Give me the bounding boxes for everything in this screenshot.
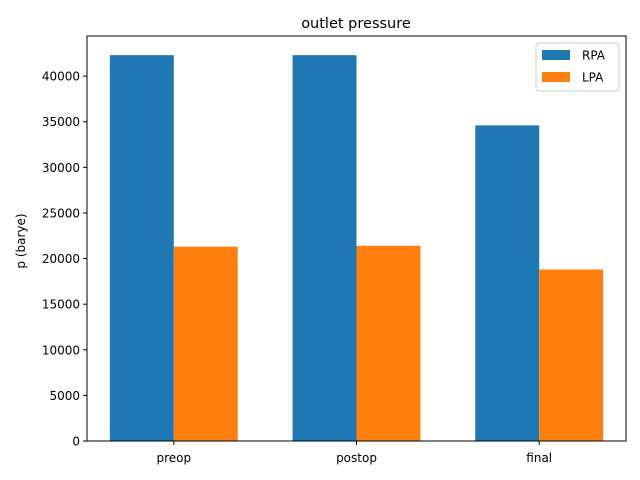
bar-lpa-final <box>539 269 604 441</box>
y-tick-label: 0 <box>72 435 80 449</box>
bar-lpa-preop <box>173 246 238 441</box>
y-tick-label: 35000 <box>42 115 80 129</box>
legend: RPA LPA <box>535 42 620 92</box>
x-tick-label-preop: preop <box>156 451 191 465</box>
legend-swatch-rpa <box>542 50 570 60</box>
legend-label-rpa: RPA <box>582 49 606 63</box>
y-tick-label: 15000 <box>42 298 80 312</box>
y-tick-label: 40000 <box>42 70 80 84</box>
y-axis-label: p (barye) <box>14 213 28 268</box>
y-tick-label: 10000 <box>42 343 80 357</box>
y-tick-label: 5000 <box>49 389 80 403</box>
legend-label-lpa: LPA <box>582 71 604 85</box>
chart-title: outlet pressure <box>301 16 411 32</box>
legend-swatch-lpa <box>542 72 570 82</box>
y-axis: 0 5000 10000 15000 20000 25000 30000 35000 40000 <box>42 70 87 449</box>
plot-frame <box>86 35 627 442</box>
y-tick-label: 30000 <box>42 161 80 175</box>
x-tick-label-postop: postop <box>336 451 377 465</box>
bar-rpa-preop <box>109 55 174 442</box>
bar-rpa-final <box>475 125 540 441</box>
y-tick-label: 20000 <box>42 252 80 266</box>
bar-rpa-postop <box>292 55 357 442</box>
bars-group <box>109 55 604 442</box>
x-tick-label-final: final <box>526 451 552 465</box>
bar-lpa-postop <box>356 245 421 441</box>
x-axis: preop postop final <box>156 441 552 465</box>
y-tick-label: 25000 <box>42 206 80 220</box>
